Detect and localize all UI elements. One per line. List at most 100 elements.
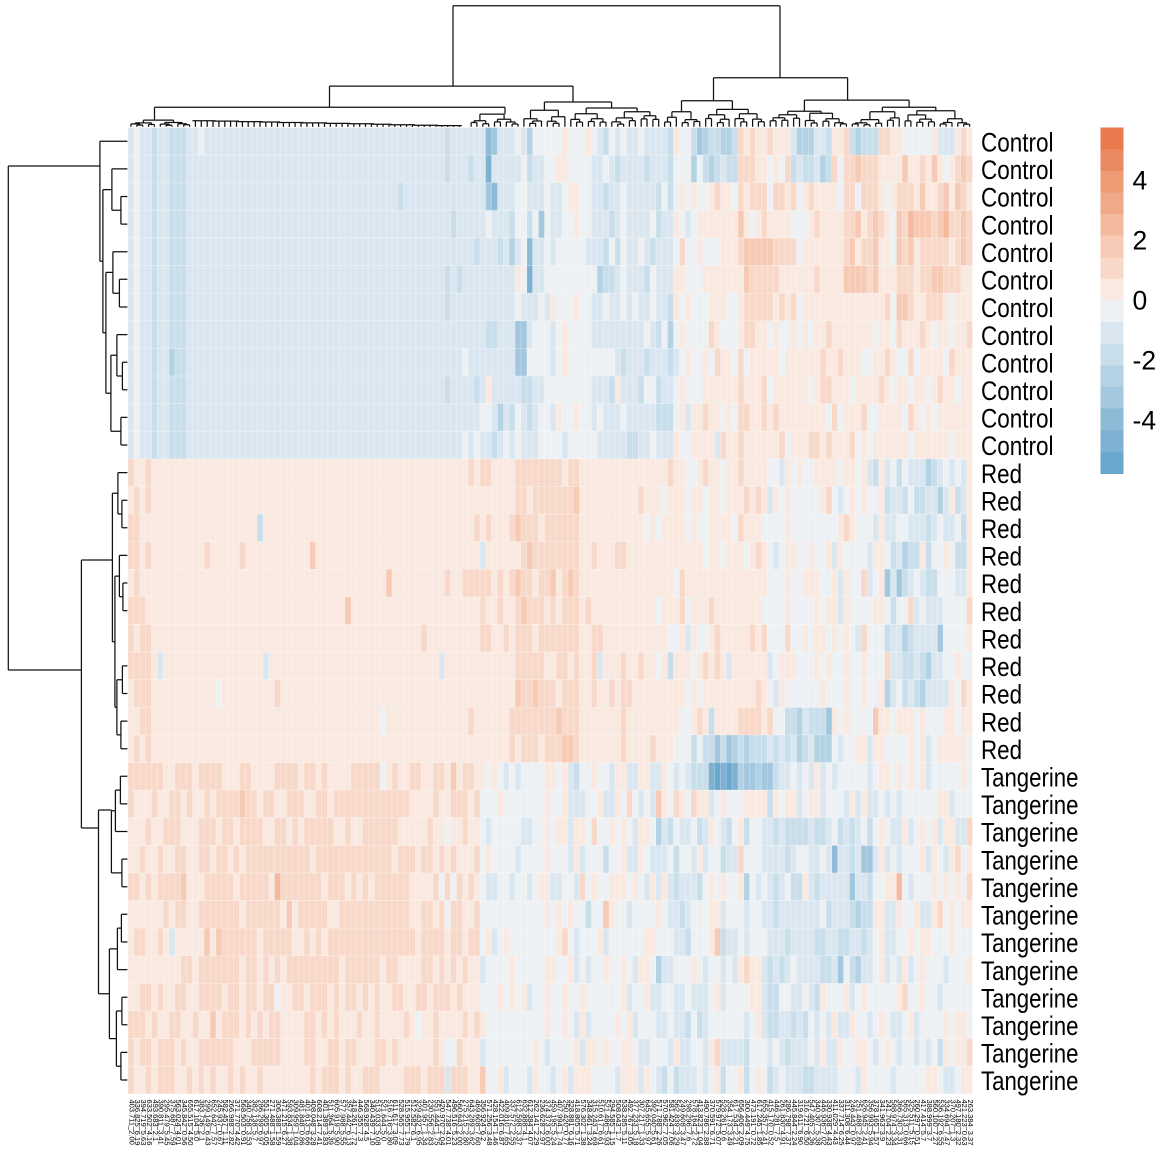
svg-text:Tangerine: Tangerine (981, 1066, 1079, 1096)
svg-text:411.029_4.43: 411.029_4.43 (831, 1100, 840, 1145)
svg-text:415.170_0.52: 415.170_0.52 (767, 1100, 776, 1146)
svg-text:Red: Red (981, 597, 1022, 627)
svg-text:262.141_2.29: 262.141_2.29 (532, 1100, 541, 1146)
svg-text:236.628_2.97: 236.628_2.97 (538, 1100, 547, 1146)
svg-text:Control: Control (981, 266, 1054, 296)
svg-text:571.788_2.26: 571.788_2.26 (655, 1100, 664, 1146)
svg-text:655.515_4.50: 655.515_4.50 (186, 1100, 195, 1146)
svg-text:516.716_3.80: 516.716_3.80 (385, 1100, 394, 1146)
svg-text:325.511_5.15: 325.511_5.15 (907, 1100, 916, 1145)
svg-text:428.154_1.46: 428.154_1.46 (491, 1100, 500, 1146)
svg-text:Control: Control (981, 321, 1054, 351)
svg-text:366.730_3.31: 366.730_3.31 (896, 1100, 905, 1146)
svg-text:Tangerine: Tangerine (981, 763, 1079, 793)
svg-text:612.384_4.07: 612.384_4.07 (526, 1100, 535, 1146)
svg-text:271.488_1.58: 271.488_1.58 (268, 1100, 277, 1146)
svg-text:571.256_3.48: 571.256_3.48 (485, 1100, 494, 1146)
svg-text:Tangerine: Tangerine (981, 873, 1079, 903)
svg-text:446.281_7.5: 446.281_7.5 (772, 1100, 781, 1142)
svg-text:319.611_6.90: 319.611_6.90 (796, 1100, 805, 1145)
svg-text:295.479_5.45: 295.479_5.45 (163, 1100, 172, 1146)
svg-text:Red: Red (981, 486, 1022, 516)
svg-text:473.191_0.72: 473.191_0.72 (749, 1100, 758, 1146)
svg-text:568.928_4.5: 568.928_4.5 (362, 1100, 371, 1142)
svg-text:334.694_7.47: 334.694_7.47 (943, 1100, 952, 1146)
svg-text:403.711_2.00: 403.711_2.00 (127, 1100, 136, 1145)
svg-text:336.825_6.19: 336.825_6.19 (133, 1100, 142, 1146)
svg-text:493.683_2.1: 493.683_2.1 (151, 1100, 160, 1142)
svg-text:422.016_6.87: 422.016_6.87 (497, 1100, 506, 1146)
svg-text:513.033_5.08: 513.033_5.08 (374, 1100, 383, 1146)
svg-text:418.261_7.72: 418.261_7.72 (350, 1100, 359, 1146)
svg-text:241.704_2.23: 241.704_2.23 (884, 1100, 893, 1146)
svg-text:378.165_1.57: 378.165_1.57 (872, 1100, 881, 1146)
svg-text:298.296_7.6: 298.296_7.6 (685, 1100, 694, 1142)
svg-text:Control: Control (981, 238, 1054, 268)
svg-text:446.355_7.3: 446.355_7.3 (356, 1100, 365, 1142)
svg-text:Red: Red (981, 652, 1022, 682)
svg-text:652.642_7.57: 652.642_7.57 (209, 1100, 218, 1146)
svg-text:656.406_2.09: 656.406_2.09 (737, 1100, 746, 1146)
svg-text:577.988_5.55: 577.988_5.55 (339, 1100, 348, 1146)
svg-text:Red: Red (981, 707, 1022, 737)
svg-text:286.798_7.37: 286.798_7.37 (784, 1100, 793, 1146)
svg-text:536.192_6.55: 536.192_6.55 (937, 1100, 946, 1146)
svg-text:Control: Control (981, 404, 1054, 434)
svg-text:512.582_6.1: 512.582_6.1 (409, 1100, 418, 1142)
svg-text:515.955_1.79: 515.955_1.79 (403, 1100, 412, 1146)
svg-text:528.261_0.6: 528.261_0.6 (720, 1100, 729, 1142)
svg-text:Tangerine: Tangerine (981, 845, 1079, 875)
svg-text:Tangerine: Tangerine (981, 901, 1079, 931)
svg-text:266.988_2.82: 266.988_2.82 (227, 1100, 236, 1146)
svg-text:345.842_0.56: 345.842_0.56 (180, 1100, 189, 1146)
svg-text:4: 4 (1133, 166, 1148, 196)
svg-text:245.937_0.67: 245.937_0.67 (215, 1100, 224, 1146)
svg-text:409.810_7.65: 409.810_7.65 (503, 1100, 512, 1146)
svg-text:337.572_2.55: 337.572_2.55 (509, 1100, 518, 1146)
svg-text:547.738_4.01: 547.738_4.01 (444, 1100, 453, 1146)
svg-text:300.449_4.75: 300.449_4.75 (743, 1100, 752, 1146)
svg-text:307.217_1.33: 307.217_1.33 (638, 1100, 647, 1146)
svg-text:401.613_6.66: 401.613_6.66 (303, 1100, 312, 1146)
svg-text:Control: Control (981, 128, 1054, 158)
svg-text:490.786_2.88: 490.786_2.88 (702, 1100, 711, 1146)
svg-text:471.215_6.27: 471.215_6.27 (280, 1100, 289, 1146)
svg-text:383.736_2.1: 383.736_2.1 (198, 1100, 207, 1142)
svg-text:341.963_3.9: 341.963_3.9 (878, 1100, 887, 1142)
svg-text:263.384_3.37: 263.384_3.37 (966, 1100, 975, 1146)
svg-text:401.957_1.34: 401.957_1.34 (421, 1100, 430, 1146)
svg-text:Control: Control (981, 183, 1054, 213)
svg-text:340.758_3.53: 340.758_3.53 (245, 1100, 254, 1146)
svg-text:Red: Red (981, 542, 1022, 572)
svg-text:354.173_3.49: 354.173_3.49 (726, 1100, 735, 1146)
svg-text:Control: Control (981, 155, 1054, 185)
svg-text:Red: Red (981, 625, 1022, 655)
svg-text:611.617_3.09: 611.617_3.09 (391, 1100, 400, 1145)
svg-text:560.100_7.27: 560.100_7.27 (931, 1100, 940, 1146)
svg-text:582.457_1.11: 582.457_1.11 (221, 1100, 230, 1145)
svg-text:643.289_3.62: 643.289_3.62 (468, 1100, 477, 1146)
svg-text:521.644_5.0: 521.644_5.0 (380, 1100, 389, 1142)
svg-text:579.972_5.07: 579.972_5.07 (714, 1100, 723, 1146)
svg-text:459.195_5.24: 459.195_5.24 (550, 1100, 559, 1146)
svg-text:Control: Control (981, 293, 1054, 323)
svg-text:377.233_5.18: 377.233_5.18 (632, 1100, 641, 1146)
svg-text:Tangerine: Tangerine (981, 1039, 1079, 1069)
svg-text:576.302_1.38: 576.302_1.38 (579, 1100, 588, 1146)
svg-text:547.405_2.36: 547.405_2.36 (808, 1100, 817, 1146)
svg-text:Control: Control (981, 348, 1054, 378)
svg-text:612.598_3.37: 612.598_3.37 (514, 1100, 523, 1146)
svg-text:608.214_7.41: 608.214_7.41 (315, 1100, 324, 1146)
svg-text:340.307_5.38: 340.307_5.38 (814, 1100, 823, 1146)
svg-text:311.308_6.44: 311.308_6.44 (843, 1100, 852, 1145)
svg-text:655.357_2.41: 655.357_2.41 (761, 1100, 770, 1146)
svg-text:316.721_6.50: 316.721_6.50 (802, 1100, 811, 1146)
svg-text:511.364_5.39: 511.364_5.39 (327, 1100, 336, 1145)
svg-text:588.974_3.34: 588.974_3.34 (890, 1100, 899, 1146)
svg-text:563.024_4.01: 563.024_4.01 (174, 1100, 183, 1146)
svg-text:375.687_7.59: 375.687_7.59 (168, 1100, 177, 1146)
svg-text:632.888_4.1: 632.888_4.1 (520, 1100, 529, 1142)
svg-text:286.299_6.97: 286.299_6.97 (256, 1100, 265, 1146)
svg-text:261.830_4.91: 261.830_4.91 (778, 1100, 787, 1146)
svg-text:560.643_2.00: 560.643_2.00 (456, 1100, 465, 1146)
